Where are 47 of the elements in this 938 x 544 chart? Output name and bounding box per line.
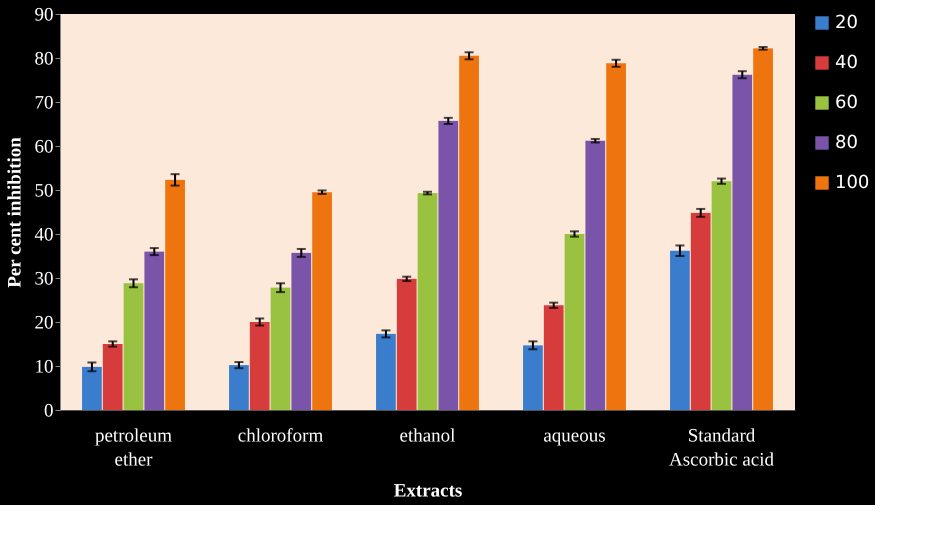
bar — [270, 288, 290, 410]
bar — [732, 74, 752, 410]
y-axis-title: Per cent inhibition — [4, 136, 26, 288]
legend-label: 40 — [835, 52, 858, 73]
bar — [102, 344, 123, 410]
y-tick-label: 0 — [44, 400, 54, 422]
y-tick-label: 40 — [34, 224, 54, 246]
bar — [124, 283, 144, 410]
bar — [438, 120, 458, 410]
bar — [606, 63, 626, 410]
bar — [585, 140, 606, 410]
y-tick-label: 30 — [34, 268, 54, 290]
bar — [753, 48, 773, 410]
y-tick-label: 20 — [34, 312, 54, 334]
bar — [396, 278, 417, 410]
x-tick-label: petroleum ether — [94, 426, 172, 470]
bar — [312, 192, 332, 410]
y-tick-label: 50 — [34, 180, 54, 202]
x-tick-label: Standard Ascorbic acid — [669, 426, 774, 470]
bar — [670, 250, 690, 410]
bar — [523, 345, 543, 410]
legend-label: 20 — [835, 12, 858, 33]
y-tick-label: 80 — [34, 48, 54, 70]
y-tick-label: 70 — [34, 92, 54, 114]
y-tick-label: 10 — [34, 356, 54, 378]
x-tick-label: ethanol — [400, 426, 456, 446]
y-tick-label: 60 — [34, 136, 54, 158]
bar — [690, 212, 711, 410]
bar — [459, 56, 479, 410]
bar — [418, 193, 438, 410]
bar — [82, 366, 102, 410]
legend-label: 80 — [835, 132, 858, 153]
x-tick-label: aqueous — [543, 426, 606, 446]
bar — [564, 234, 584, 410]
bar — [229, 365, 249, 410]
legend-label: 100 — [835, 172, 870, 193]
x-axis-title: Extracts — [394, 480, 462, 502]
bar — [712, 181, 732, 410]
bar — [376, 334, 396, 410]
bar — [165, 180, 185, 410]
bar — [250, 322, 270, 410]
bar — [144, 252, 164, 410]
x-tick-label: chloroform — [238, 426, 324, 446]
legend-label: 60 — [835, 92, 858, 113]
y-tick-label: 90 — [34, 4, 54, 26]
bar — [291, 252, 312, 410]
bar — [544, 305, 564, 410]
